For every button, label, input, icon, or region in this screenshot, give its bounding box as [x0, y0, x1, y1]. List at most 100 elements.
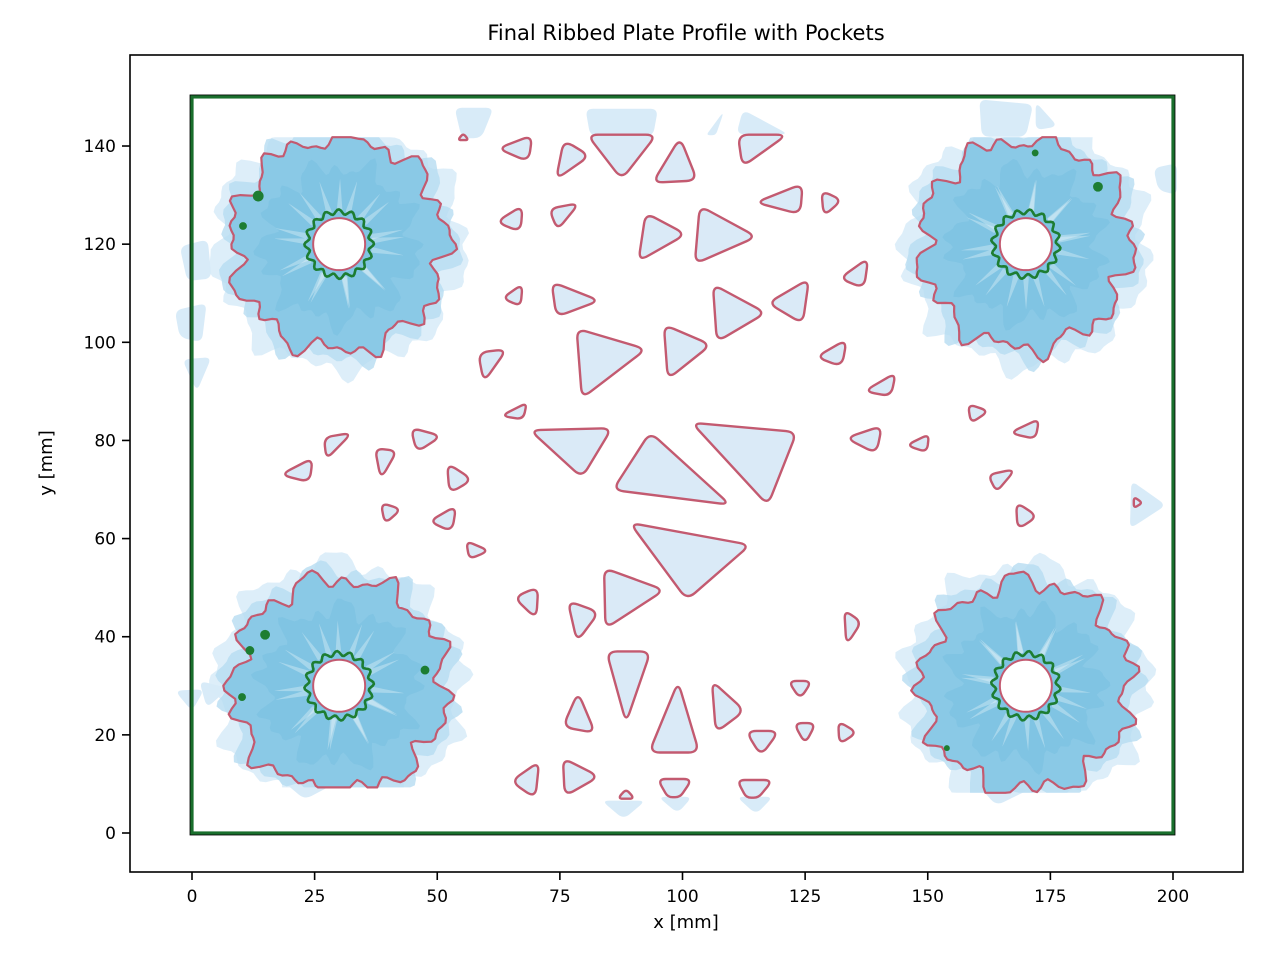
boss-streak: [1058, 686, 1091, 693]
boss-outline: [222, 569, 456, 789]
boss-streak: [961, 677, 994, 685]
green-speck: [245, 646, 255, 655]
boss-streak: [319, 182, 332, 214]
pocket: [284, 459, 313, 482]
boss-streak: [299, 192, 321, 220]
y-tick-label: 120: [84, 235, 116, 255]
plot-shapes-layer: [175, 94, 1177, 836]
boss-streak: [1028, 180, 1037, 213]
green-speck: [420, 665, 430, 675]
boss-streak: [1024, 718, 1030, 751]
x-tick-label: 25: [304, 887, 326, 907]
boss-streak: [310, 272, 328, 303]
pocket: [694, 422, 796, 502]
pocket: [466, 541, 487, 559]
pocket: [849, 427, 882, 452]
boss-streak: [282, 258, 312, 276]
pocket: [759, 185, 804, 214]
boss-streak: [1039, 628, 1057, 658]
pocket: [533, 427, 610, 475]
boss-streak: [1054, 658, 1085, 675]
pocket: [632, 523, 747, 598]
boss-hole: [312, 658, 367, 713]
green-speck: [260, 629, 270, 640]
green-speck: [239, 222, 247, 230]
boss-streak: [1016, 621, 1024, 654]
boss-streak: [961, 674, 994, 683]
pocket: [843, 612, 860, 642]
boss-streak: [968, 212, 999, 231]
boss-streak: [985, 268, 1008, 296]
boss-streak: [370, 229, 403, 240]
pocket: [514, 764, 540, 796]
pocket: [659, 777, 691, 799]
boss-streak: [341, 276, 349, 309]
boss-green-ring: [303, 649, 376, 722]
boss-streak: [1047, 198, 1073, 223]
boss-hole: [312, 217, 367, 272]
boss-streak: [288, 203, 315, 226]
pocket: [615, 435, 727, 505]
pocket: [655, 141, 696, 184]
boss-streak: [362, 202, 389, 225]
pocket: [795, 721, 815, 742]
boss-streak: [1033, 716, 1046, 748]
x-tick-label: 75: [549, 887, 571, 907]
pocket: [504, 403, 527, 420]
boss-green-ring: [990, 208, 1062, 280]
boss-streak: [336, 179, 343, 212]
pocket: [738, 778, 771, 799]
pocket: [556, 142, 587, 177]
boss-streak: [276, 228, 308, 239]
green-speck: [1031, 149, 1039, 157]
pocket: [711, 684, 742, 730]
pocket-spill-patch: [979, 100, 1032, 137]
boss-streak: [367, 698, 398, 715]
pocket: [989, 469, 1013, 490]
axes-layer: 0 25 50 75 100 125 150 175 200 0 20 40 60 80 100 120 140: [84, 54, 1244, 907]
boss-streak: [1057, 249, 1090, 260]
green-speck: [943, 745, 950, 752]
y-tick-label: 140: [84, 137, 116, 157]
x-tick-label: 125: [789, 887, 821, 907]
pocket-spill-patch: [1035, 105, 1055, 130]
pocket: [909, 435, 930, 452]
pocket-spill-patch: [586, 108, 657, 137]
plot-title: Final Ribbed Plate Profile with Pockets: [487, 21, 884, 45]
boss-streak: [366, 651, 395, 671]
boss-streak: [368, 659, 399, 675]
y-tick-label: 80: [94, 431, 116, 451]
axes-spines: [129, 54, 1244, 873]
pocket-spill-patch: [1130, 483, 1163, 527]
pocket: [501, 136, 533, 160]
boss-streak: [371, 686, 404, 694]
boss-streak: [274, 685, 307, 692]
pocket: [842, 260, 869, 287]
pocket: [771, 281, 809, 322]
x-tick-label: 0: [187, 887, 198, 907]
pocket-spill-patch: [739, 796, 771, 812]
boss-streak: [294, 708, 319, 734]
plate-outline-green: [190, 95, 1175, 835]
pocket: [618, 789, 634, 800]
boss-streak: [308, 271, 326, 302]
boss-streak: [966, 217, 997, 233]
boss-streak: [991, 712, 1011, 742]
boss-streak: [1055, 695, 1087, 709]
boss-streak: [995, 186, 1013, 217]
pocket: [446, 465, 470, 491]
pocket: [551, 283, 596, 316]
pocket-spill-patch: [707, 114, 723, 136]
boss-streak: [1002, 715, 1017, 747]
pocket: [323, 432, 350, 457]
y-tick-label: 60: [94, 530, 116, 550]
boss-outline: [915, 136, 1138, 364]
boss-streak: [345, 181, 358, 214]
pocket: [1013, 420, 1040, 439]
boss-outline: [228, 136, 459, 359]
y-axis-label: y [mm]: [36, 430, 57, 496]
boss-streak: [371, 237, 404, 244]
y-tick-label: 100: [84, 333, 116, 353]
pocket: [694, 208, 753, 262]
pocket: [458, 133, 469, 142]
